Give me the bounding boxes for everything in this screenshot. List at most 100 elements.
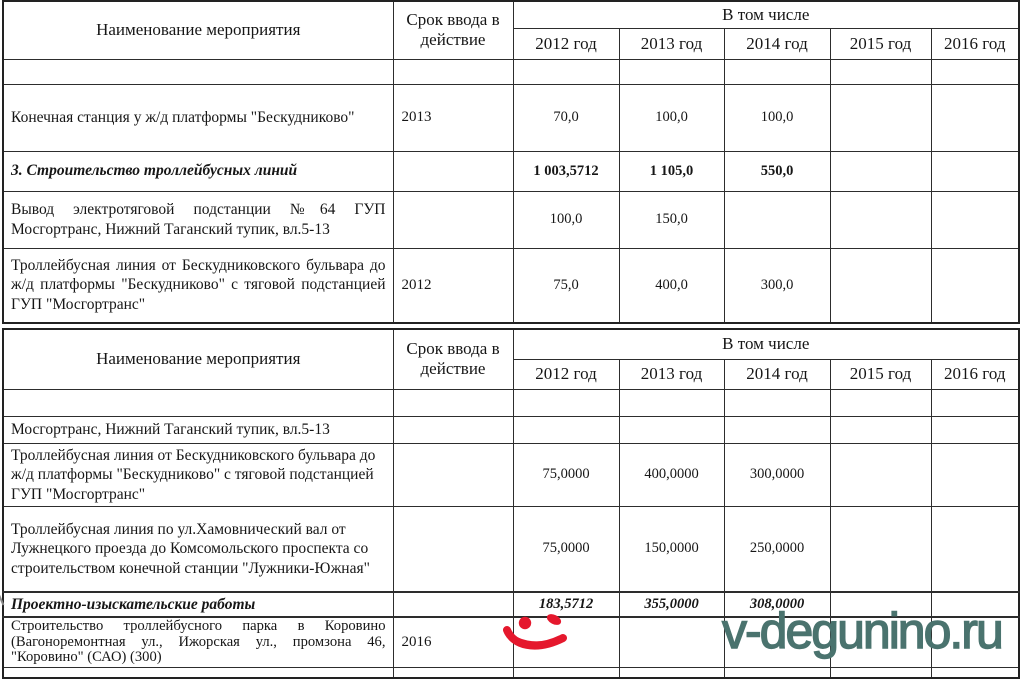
value-cell-2013 [618, 58, 725, 85]
column-header-2014: 2014 год [723, 358, 831, 390]
activity-name-cell: Вывод электротяговой подстанции №64 ГУП … [2, 190, 394, 249]
table-row: Проектно-изыскательские работы 183,5712 35… [2, 590, 1020, 619]
value-cell-2012 [512, 388, 620, 417]
table-row: Конечная станция у ж/д платформы "Бескуд… [2, 83, 1020, 152]
value-cell-2016 [930, 150, 1020, 192]
activity-name-cell [2, 58, 394, 85]
value-cell-2015 [829, 590, 932, 619]
table-row: Вывод электротяговой подстанции №64 ГУП … [2, 190, 1020, 249]
column-header-2012: 2012 год [512, 358, 620, 390]
term-cell [392, 590, 514, 619]
value-cell-2014: 100,0 [723, 83, 831, 152]
value-cell-2012: 1 003,5712 [512, 150, 620, 192]
value-cell-2013 [618, 666, 725, 679]
table-row: Троллейбусная линия от Бескудниковского … [2, 247, 1020, 324]
activity-name-cell: Проектно-изыскательские работы [2, 590, 394, 619]
value-cell-2015 [829, 388, 932, 417]
term-cell [392, 190, 514, 249]
value-cell-2016 [930, 616, 1020, 668]
table-row: Мосгортранс, Нижний Таганский тупик, вл.… [2, 415, 1020, 444]
column-header-2013: 2013 год [618, 27, 725, 60]
value-cell-2014: 300,0000 [723, 442, 831, 508]
activity-name-cell: Троллейбусная линия от Бескудниковского … [2, 247, 394, 324]
value-cell-2013 [618, 388, 725, 417]
term-cell [392, 58, 514, 85]
value-cell-2014: 550,0 [723, 150, 831, 192]
value-cell-2014 [723, 616, 831, 668]
term-cell [392, 666, 514, 679]
value-cell-2013: 150,0 [618, 190, 725, 249]
column-header-group: В том числе [512, 0, 1020, 29]
value-cell-2014: 300,0 [723, 247, 831, 324]
table-row [2, 666, 1020, 679]
value-cell-2015 [829, 247, 932, 324]
term-cell [392, 388, 514, 417]
column-header-2015: 2015 год [829, 358, 932, 390]
value-cell-2016 [930, 442, 1020, 508]
table-row: Строительство троллейбусного парка в Кор… [2, 616, 1020, 668]
table-row: Троллейбусная линия по ул.Хамовнический … [2, 506, 1020, 593]
value-cell-2013: 150,0000 [618, 506, 725, 593]
value-cell-2012: 75,0000 [512, 442, 620, 508]
column-header-2015: 2015 год [829, 27, 932, 60]
column-header-term: Срок ввода в действие [392, 0, 514, 60]
value-cell-2015 [829, 190, 932, 249]
budget-table-top: Наименование мероприятия Срок ввода в де… [2, 0, 1021, 324]
value-cell-2014 [723, 190, 831, 249]
value-cell-2015 [829, 58, 932, 85]
column-header-2016: 2016 год [930, 27, 1020, 60]
value-cell-2015 [829, 442, 932, 508]
value-cell-2012: 183,5712 [512, 590, 620, 619]
activity-name-cell: 3. Строительство троллейбусных линий [2, 150, 394, 192]
value-cell-2012 [512, 666, 620, 679]
value-cell-2014 [723, 666, 831, 679]
table-row: Троллейбусная линия от Бескудниковского … [2, 442, 1020, 508]
budget-table-bottom: Наименование мероприятия Срок ввода в де… [2, 328, 1021, 679]
header-year-row: 2012 год 2013 год 2014 год 2015 год 2016… [3, 358, 1020, 390]
column-header-activity: Наименование мероприятия [2, 0, 394, 60]
term-cell: 2012 [392, 247, 514, 324]
value-cell-2015 [829, 83, 932, 152]
column-header-2012: 2012 год [512, 27, 620, 60]
value-cell-2014 [723, 388, 831, 417]
term-cell [392, 442, 514, 508]
table-row [2, 58, 1020, 85]
value-cell-2013 [618, 415, 725, 444]
value-cell-2016 [930, 83, 1020, 152]
value-cell-2016 [930, 190, 1020, 249]
value-cell-2012: 75,0 [512, 247, 620, 324]
table-row: 3. Строительство троллейбусных линий 1 00… [2, 150, 1020, 192]
column-header-activity: Наименование мероприятия [2, 328, 394, 390]
value-cell-2012: 70,0 [512, 83, 620, 152]
value-cell-2013 [618, 616, 725, 668]
header-row: Наименование мероприятия Срок ввода в де… [2, 0, 1020, 60]
column-header-2014: 2014 год [723, 27, 831, 60]
column-header-2016: 2016 год [930, 358, 1020, 390]
column-header-2013: 2013 год [618, 358, 725, 390]
value-cell-2016 [930, 58, 1020, 85]
value-cell-2012 [512, 58, 620, 85]
value-cell-2016 [930, 388, 1020, 417]
activity-name-cell [2, 666, 394, 679]
term-cell: 2016 [392, 616, 514, 668]
value-cell-2013: 1 105,0 [618, 150, 725, 192]
activity-name-cell: Троллейбусная линия по ул.Хамовнический … [2, 506, 394, 593]
value-cell-2013: 400,0000 [618, 442, 725, 508]
value-cell-2015 [829, 150, 932, 192]
header-year-row: 2012 год 2013 год 2014 год 2015 год 2016… [3, 27, 1020, 60]
value-cell-2015 [829, 506, 932, 593]
activity-name-cell: Троллейбусная линия от Бескудниковского … [2, 442, 394, 508]
term-cell [392, 506, 514, 593]
value-cell-2016 [930, 590, 1020, 619]
value-cell-2015 [829, 415, 932, 444]
value-cell-2016 [930, 506, 1020, 593]
column-header-term: Срок ввода в действие [392, 328, 514, 390]
value-cell-2013: 355,0000 [618, 590, 725, 619]
value-cell-2012 [512, 415, 620, 444]
value-cell-2016 [930, 666, 1020, 679]
value-cell-2012: 75,0000 [512, 506, 620, 593]
red-smiley-doodle-icon [503, 614, 567, 650]
value-cell-2014 [723, 415, 831, 444]
activity-name-cell [2, 388, 394, 417]
value-cell-2013: 400,0 [618, 247, 725, 324]
